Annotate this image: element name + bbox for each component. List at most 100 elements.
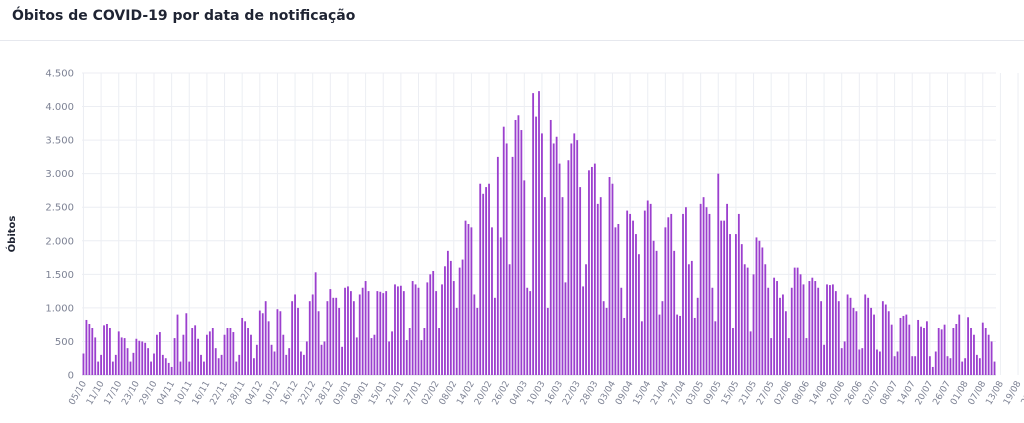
bar[interactable] [846, 294, 849, 375]
bar[interactable] [523, 180, 526, 375]
bar[interactable] [141, 341, 144, 375]
bar[interactable] [485, 187, 488, 375]
bar[interactable] [279, 311, 282, 375]
bar[interactable] [720, 220, 723, 375]
bar[interactable] [100, 354, 103, 375]
bar[interactable] [399, 285, 402, 375]
bar[interactable] [799, 274, 802, 375]
bar[interactable] [270, 344, 273, 375]
bar[interactable] [908, 324, 911, 375]
bar[interactable] [441, 284, 443, 375]
bar[interactable] [452, 281, 455, 375]
bar[interactable] [464, 220, 467, 375]
bar[interactable] [408, 328, 411, 375]
bar[interactable] [314, 272, 317, 375]
bar[interactable] [297, 307, 299, 375]
bar[interactable] [302, 354, 305, 375]
bar[interactable] [176, 314, 179, 375]
bar[interactable] [82, 353, 85, 375]
bar[interactable] [943, 324, 946, 375]
bar[interactable] [685, 207, 687, 375]
bar[interactable] [664, 227, 667, 375]
bar[interactable] [555, 136, 558, 375]
bar[interactable] [520, 130, 523, 375]
bar[interactable] [893, 356, 896, 375]
bar[interactable] [405, 340, 408, 375]
bar[interactable] [514, 119, 517, 375]
bar[interactable] [300, 351, 302, 375]
bar[interactable] [370, 338, 373, 375]
bar[interactable] [973, 334, 975, 375]
bar[interactable] [323, 341, 326, 375]
bar[interactable] [499, 237, 502, 375]
bar[interactable] [194, 325, 197, 375]
bar[interactable] [632, 220, 634, 375]
bar[interactable] [388, 341, 391, 375]
bar[interactable] [414, 284, 417, 375]
bar[interactable] [147, 348, 150, 375]
bar[interactable] [320, 344, 323, 375]
bar[interactable] [714, 321, 717, 375]
bar[interactable] [873, 314, 875, 375]
bar[interactable] [861, 348, 864, 375]
bar[interactable] [952, 328, 955, 375]
bar[interactable] [793, 267, 796, 375]
bar[interactable] [161, 354, 164, 375]
bar[interactable] [285, 354, 288, 375]
bar[interactable] [109, 328, 111, 375]
bar[interactable] [784, 311, 787, 375]
bar[interactable] [696, 297, 699, 375]
bar[interactable] [746, 267, 749, 375]
bar[interactable] [687, 264, 690, 375]
bar[interactable] [247, 328, 249, 375]
bar[interactable] [461, 259, 464, 375]
bar[interactable] [776, 281, 778, 375]
bar[interactable] [790, 287, 793, 375]
bar[interactable] [479, 183, 482, 375]
bar[interactable] [91, 328, 94, 375]
bar[interactable] [344, 287, 346, 375]
bar[interactable] [144, 342, 147, 375]
bar[interactable] [928, 356, 931, 375]
bar[interactable] [758, 240, 761, 375]
bar[interactable] [682, 213, 684, 375]
bar[interactable] [987, 334, 990, 375]
bar[interactable] [984, 328, 987, 375]
bar[interactable] [805, 338, 808, 375]
bar[interactable] [376, 291, 379, 375]
bar[interactable] [226, 328, 229, 375]
bar[interactable] [723, 220, 726, 375]
bar[interactable] [138, 340, 141, 375]
bar[interactable] [711, 287, 714, 375]
bar[interactable] [294, 294, 296, 375]
bar[interactable] [732, 328, 734, 375]
bar[interactable] [385, 291, 388, 375]
bar[interactable] [676, 314, 679, 375]
bar[interactable] [588, 170, 590, 375]
bar[interactable] [914, 356, 917, 375]
bar[interactable] [802, 284, 805, 375]
bar[interactable] [253, 358, 255, 375]
bar[interactable] [964, 358, 967, 375]
bar[interactable] [823, 344, 825, 375]
bar[interactable] [920, 326, 922, 375]
bar[interactable] [761, 247, 764, 375]
bar[interactable] [526, 287, 529, 375]
bar[interactable] [446, 250, 449, 375]
bar[interactable] [787, 338, 790, 375]
bar[interactable] [887, 311, 890, 375]
bar[interactable] [123, 338, 126, 375]
bar[interactable] [444, 266, 446, 375]
bar[interactable] [717, 173, 720, 375]
bar[interactable] [229, 328, 232, 375]
bar[interactable] [817, 287, 820, 375]
bar[interactable] [535, 116, 537, 376]
bar[interactable] [926, 321, 928, 375]
bar[interactable] [505, 143, 508, 375]
bar[interactable] [582, 286, 584, 375]
bar[interactable] [576, 140, 579, 375]
bar[interactable] [990, 341, 993, 375]
bar[interactable] [335, 297, 338, 375]
bar[interactable] [811, 277, 814, 375]
bar[interactable] [558, 163, 561, 375]
